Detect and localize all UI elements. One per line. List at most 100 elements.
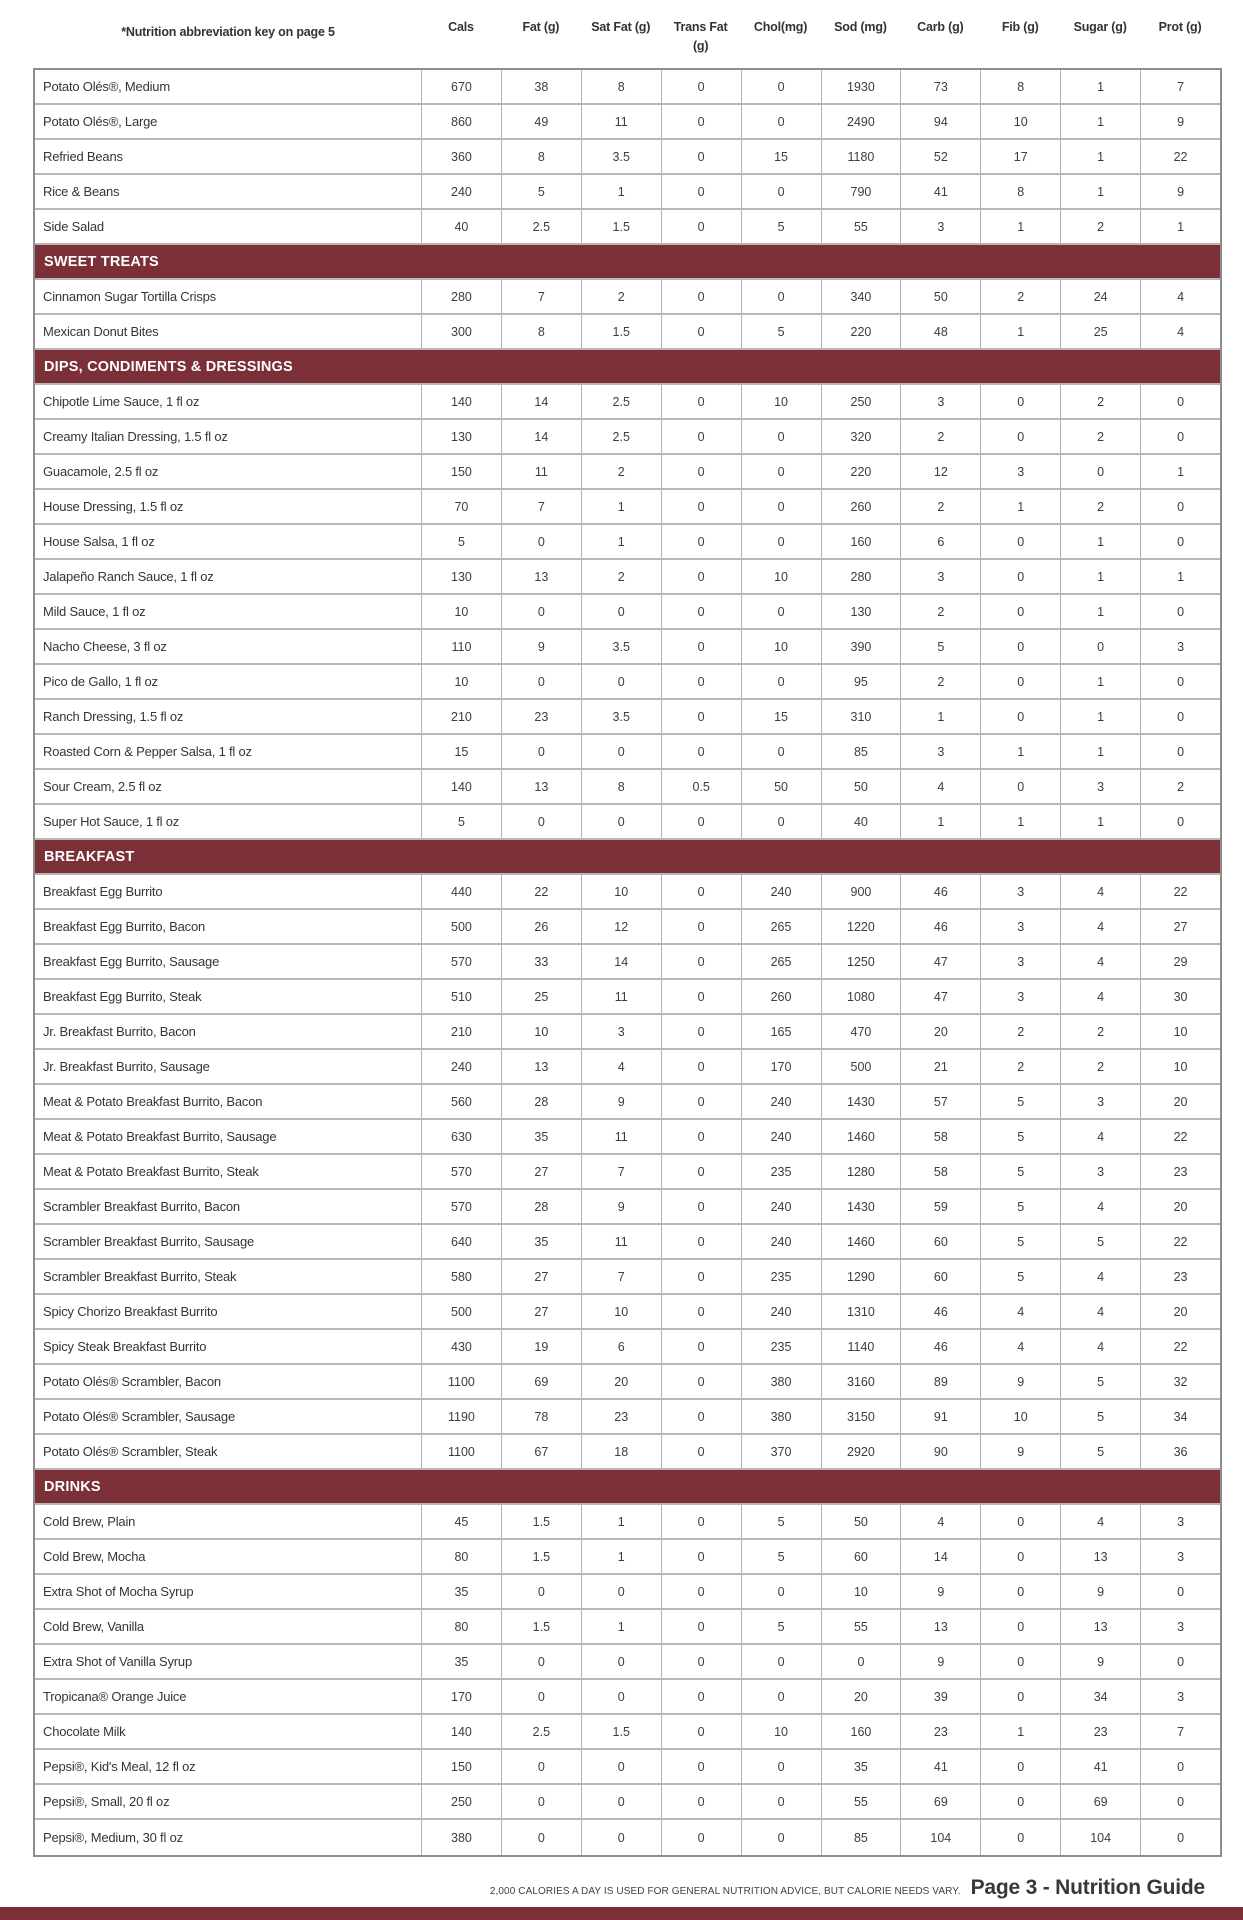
value-cell: 570	[421, 1190, 501, 1223]
value-cell: 140	[421, 385, 501, 418]
page-number-label: Page 3 - Nutrition Guide	[970, 1876, 1206, 1899]
value-cell: 23	[1140, 1155, 1220, 1188]
value-cell: 9	[980, 1365, 1060, 1398]
value-cell: 240	[421, 1050, 501, 1083]
item-name-cell: Potato Olés® Scrambler, Steak	[43, 1444, 218, 1459]
item-name-cell: Meat & Potato Breakfast Burrito, Sausage	[43, 1129, 277, 1144]
value-cell: 1	[980, 490, 1060, 523]
value-cell: 340	[820, 280, 901, 313]
value-cell: 2920	[820, 1435, 901, 1468]
value-cell: 15	[740, 140, 821, 173]
value-cell: 130	[421, 560, 501, 593]
value-cell: 35	[820, 1750, 901, 1783]
value-cell: 4	[980, 1295, 1060, 1328]
value-cell: 0	[660, 665, 741, 698]
value-cell: 0	[500, 735, 581, 768]
value-cell: 3	[1140, 1540, 1220, 1573]
value-cell: 22	[1140, 140, 1220, 173]
table-row: Super Hot Sauce, 1 fl oz 5 0 0 0 0 40 1 1 1 0	[35, 805, 1220, 840]
item-name-cell: Breakfast Egg Burrito, Steak	[43, 989, 202, 1004]
value-cell: 2	[1060, 1015, 1140, 1048]
value-cell: 1460	[820, 1120, 901, 1153]
item-name-cell: Rice & Beans	[43, 184, 120, 199]
value-cell: 0	[1140, 805, 1220, 838]
value-cell: 15	[421, 735, 501, 768]
value-cell: 70	[421, 490, 501, 523]
value-cell: 41	[900, 1750, 980, 1783]
value-cell: 0	[1140, 525, 1220, 558]
value-cell: 240	[740, 1295, 821, 1328]
value-cell: 1460	[820, 1225, 901, 1258]
column-label: Sugar (g)	[1073, 20, 1127, 34]
value-cell: 40	[820, 805, 901, 838]
value-cell: 46	[900, 1295, 980, 1328]
value-cell: 240	[740, 1085, 821, 1118]
value-cell: 89	[900, 1365, 980, 1398]
value-cell: 0	[660, 1750, 741, 1783]
value-cell: 260	[820, 490, 901, 523]
item-name-cell: Chipotle Lime Sauce, 1 fl oz	[43, 394, 200, 409]
value-cell: 0	[980, 630, 1060, 663]
value-cell: 35	[500, 1225, 581, 1258]
value-cell: 0	[1140, 1750, 1220, 1783]
value-cell: 2	[1060, 490, 1140, 523]
value-cell: 0	[740, 490, 821, 523]
value-cell: 1100	[421, 1435, 501, 1468]
value-cell: 28	[500, 1085, 581, 1118]
value-cell: 240	[740, 1120, 821, 1153]
column-label: Carb (g)	[917, 20, 964, 34]
value-cell: 8	[980, 70, 1060, 103]
value-cell: 3	[1060, 770, 1140, 803]
table-row: Potato Olés®, Medium 670 38 8 0 0 1930 73 8 1 7	[35, 70, 1220, 105]
value-cell: 1310	[820, 1295, 901, 1328]
value-cell: 250	[820, 385, 901, 418]
value-cell: 0	[660, 1085, 741, 1118]
value-cell: 1250	[820, 945, 901, 978]
table-row: Scrambler Breakfast Burrito, Steak 580 27 7…	[35, 1260, 1220, 1295]
value-cell: 0	[580, 1820, 661, 1855]
value-cell: 1	[1060, 140, 1140, 173]
value-cell: 1	[1140, 560, 1220, 593]
value-cell: 380	[421, 1820, 501, 1855]
table-row: Extra Shot of Mocha Syrup 35 0 0 0 0 10 9 0 9 0	[35, 1575, 1220, 1610]
value-cell: 7	[580, 1260, 661, 1293]
item-name-cell: Roasted Corn & Pepper Salsa, 1 fl oz	[43, 744, 252, 759]
value-cell: 10	[580, 1295, 661, 1328]
value-cell: 1.5	[580, 315, 661, 348]
item-name-cell: Creamy Italian Dressing, 1.5 fl oz	[43, 429, 228, 444]
value-cell: 3	[900, 560, 980, 593]
value-cell: 80	[421, 1610, 501, 1643]
value-cell: 46	[900, 1330, 980, 1363]
value-cell: 22	[1140, 1120, 1220, 1153]
value-cell: 0	[660, 980, 741, 1013]
table-row: Mexican Donut Bites 300 8 1.5 0 5 220 48 1 25 4	[35, 315, 1220, 350]
value-cell: 0	[660, 1120, 741, 1153]
value-cell: 210	[421, 700, 501, 733]
table-row: Roasted Corn & Pepper Salsa, 1 fl oz 15 0 0…	[35, 735, 1220, 770]
value-cell: 0	[660, 910, 741, 943]
value-cell: 250	[421, 1785, 501, 1818]
value-cell: 9	[900, 1575, 980, 1608]
value-cell: 46	[900, 910, 980, 943]
value-cell: 0	[980, 1540, 1060, 1573]
value-cell: 0	[580, 805, 661, 838]
value-cell: 14	[500, 385, 581, 418]
value-cell: 360	[421, 140, 501, 173]
table-row: Cold Brew, Plain 45 1.5 1 0 5 50 4 0 4 3	[35, 1505, 1220, 1540]
value-cell: 1	[1060, 560, 1140, 593]
table-row: House Salsa, 1 fl oz 5 0 1 0 0 160 6 0 1 0	[35, 525, 1220, 560]
value-cell: 240	[421, 175, 501, 208]
value-cell: 20	[900, 1015, 980, 1048]
value-cell: 900	[820, 875, 901, 908]
value-cell: 470	[820, 1015, 901, 1048]
value-cell: 25	[1060, 315, 1140, 348]
value-cell: 0	[500, 1645, 581, 1678]
value-cell: 0	[660, 1575, 741, 1608]
value-cell: 0	[1140, 385, 1220, 418]
value-cell: 2	[1060, 420, 1140, 453]
value-cell: 1140	[820, 1330, 901, 1363]
value-cell: 5	[980, 1190, 1060, 1223]
value-cell: 1	[1060, 595, 1140, 628]
value-cell: 23	[580, 1400, 661, 1433]
value-cell: 0	[660, 1190, 741, 1223]
